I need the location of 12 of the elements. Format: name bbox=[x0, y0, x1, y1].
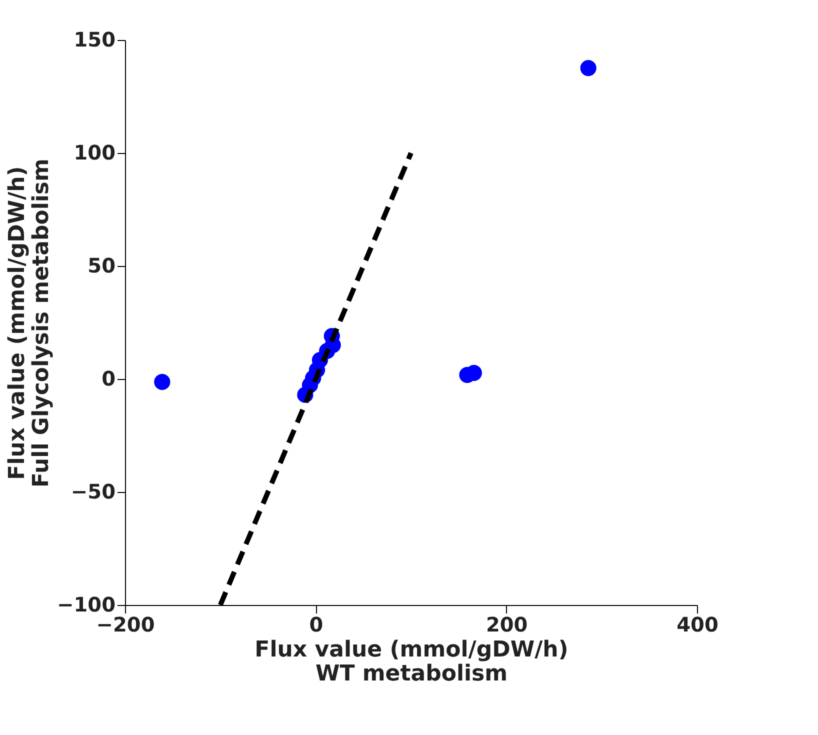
x-tick-label: 400 bbox=[676, 612, 718, 636]
y-tick-label: 100 bbox=[74, 140, 116, 164]
y-tick-label: 50 bbox=[88, 254, 116, 278]
x-tick-label: 200 bbox=[486, 612, 528, 636]
point bbox=[580, 60, 596, 76]
x-tick-label: 0 bbox=[309, 612, 324, 636]
x-axis-title: Flux value (mmol/gDW/h) WT metabolism bbox=[254, 638, 568, 686]
y-tick-label: 150 bbox=[74, 28, 116, 52]
y-tick-label: −50 bbox=[70, 480, 116, 504]
y-tick-label: 0 bbox=[102, 366, 116, 390]
point bbox=[154, 374, 170, 390]
y-axis-title: Flux value (mmol/gDW/h) Full Glycolysis metabolism bbox=[4, 158, 54, 488]
